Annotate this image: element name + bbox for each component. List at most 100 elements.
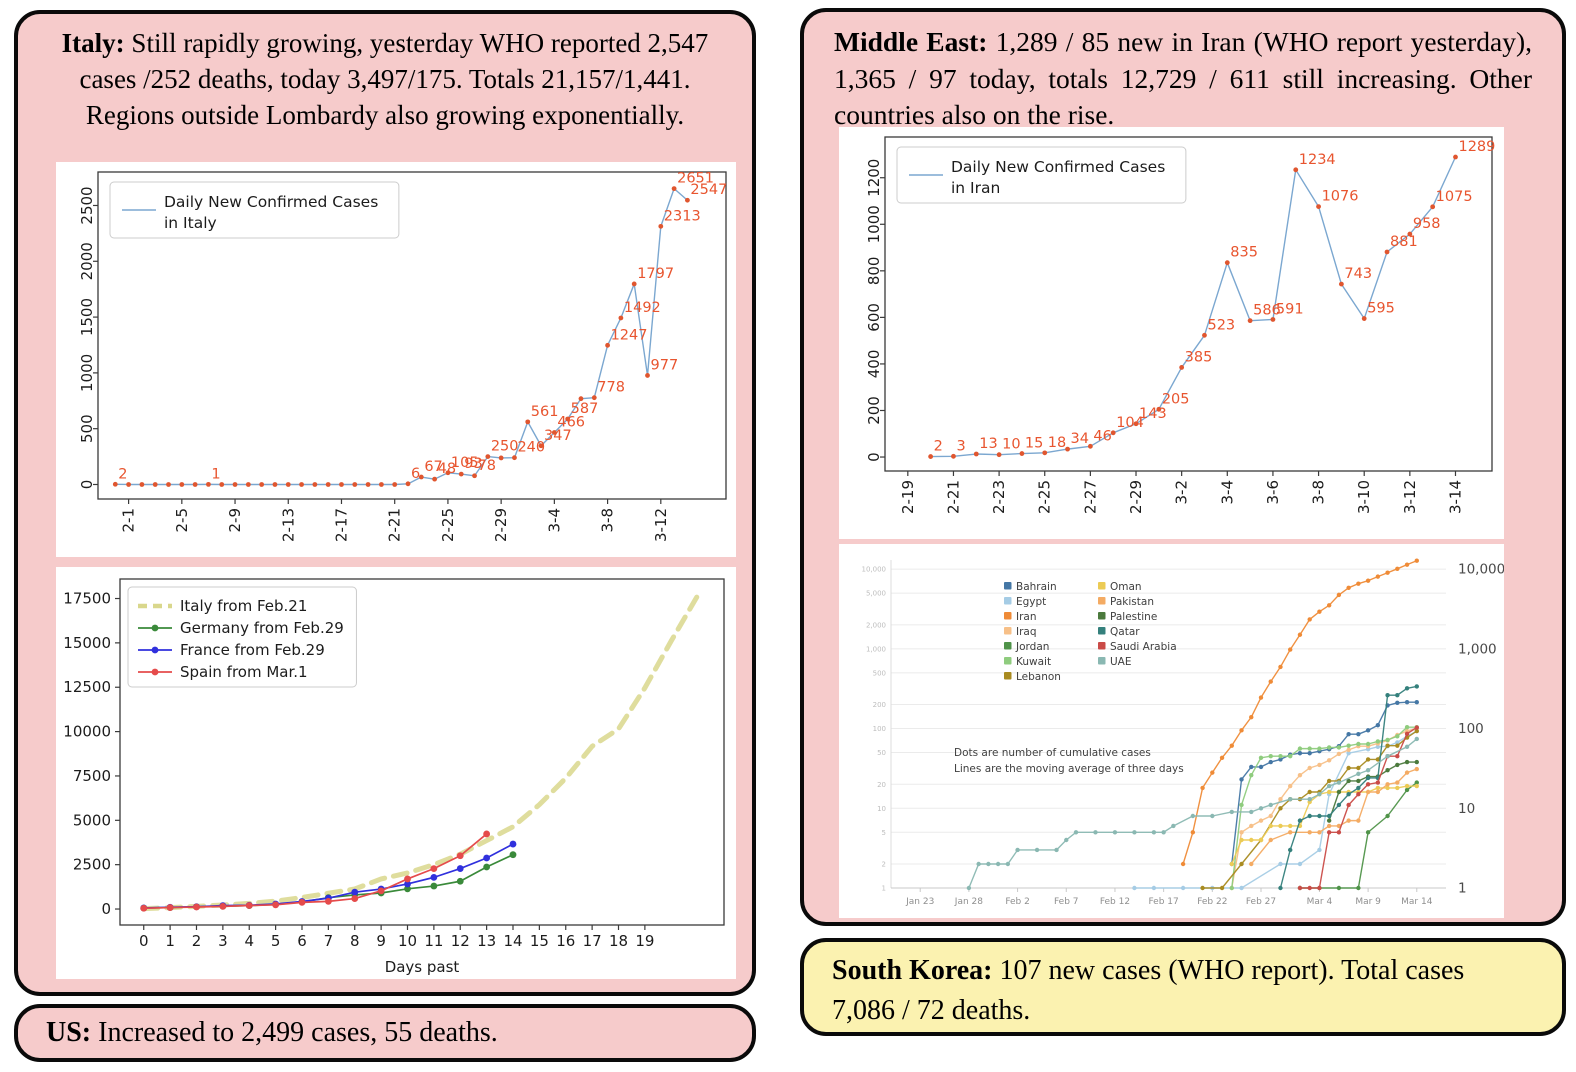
south-korea-summary-text: 107 new cases (WHO report). Total cases …	[832, 955, 1465, 1026]
svg-text:0: 0	[865, 452, 883, 462]
svg-text:10: 10	[1458, 801, 1475, 817]
svg-text:1500: 1500	[78, 298, 96, 336]
svg-text:2-29: 2-29	[492, 508, 510, 542]
svg-text:500: 500	[78, 414, 96, 443]
svg-text:5: 5	[882, 829, 886, 837]
svg-text:600: 600	[865, 303, 883, 332]
svg-text:2-21: 2-21	[386, 508, 404, 542]
svg-text:2-21: 2-21	[944, 480, 962, 514]
svg-text:6: 6	[411, 466, 420, 482]
svg-text:Germany from Feb.29: Germany from Feb.29	[180, 619, 344, 637]
svg-text:Days past: Days past	[385, 958, 460, 976]
svg-text:Lebanon: Lebanon	[1016, 671, 1061, 683]
middle-east-panel: Middle East: 1,289 / 85 new in Iran (WHO…	[800, 8, 1566, 926]
svg-text:18: 18	[609, 932, 628, 950]
svg-text:Feb 7: Feb 7	[1054, 897, 1079, 907]
svg-text:4: 4	[244, 932, 254, 950]
svg-text:958: 958	[1413, 216, 1441, 232]
us-summary-text: Increased to 2,499 cases, 55 deaths.	[98, 1017, 498, 1049]
svg-text:3-14: 3-14	[1446, 480, 1464, 514]
italy-summary-lead: Italy:	[61, 28, 125, 58]
svg-text:10,000: 10,000	[862, 566, 887, 574]
middle-east-summary: Middle East: 1,289 / 85 new in Iran (WHO…	[804, 12, 1562, 134]
svg-text:1000: 1000	[78, 354, 96, 392]
south-korea-summary: South Korea: 107 new cases (WHO report).…	[804, 942, 1562, 1040]
svg-text:48: 48	[438, 461, 456, 477]
svg-text:8: 8	[350, 932, 360, 950]
svg-text:0: 0	[101, 900, 111, 918]
italy-daily-cases-chart: 0 500 1000 1500 2000 2500 2-1 2-5 2-9 2-13 2-17 2-2…	[56, 162, 736, 557]
svg-text:10000: 10000	[63, 723, 111, 741]
svg-text:Daily New Confirmed Cases: Daily New Confirmed Cases	[951, 158, 1165, 176]
svg-text:2547: 2547	[690, 182, 727, 198]
svg-text:93: 93	[464, 456, 482, 472]
svg-text:Iran: Iran	[1016, 611, 1037, 623]
svg-text:50: 50	[877, 749, 886, 757]
svg-text:2: 2	[882, 860, 886, 868]
svg-text:78: 78	[478, 458, 496, 474]
svg-text:105: 105	[451, 455, 479, 471]
svg-text:17500: 17500	[63, 590, 111, 608]
svg-text:466: 466	[557, 414, 585, 430]
svg-text:Saudi Arabia: Saudi Arabia	[1110, 641, 1177, 653]
svg-text:3-8: 3-8	[599, 508, 617, 533]
svg-text:7: 7	[324, 932, 334, 950]
italy-panel: Italy: Still rapidly growing, yesterday …	[14, 10, 756, 996]
svg-text:Qatar: Qatar	[1110, 626, 1140, 638]
svg-text:Jan 23: Jan 23	[905, 897, 934, 907]
svg-text:10: 10	[398, 932, 417, 950]
svg-text:1797: 1797	[637, 266, 674, 282]
svg-text:800: 800	[865, 257, 883, 286]
italy-summary: Italy: Still rapidly growing, yesterday …	[18, 14, 752, 134]
south-korea-panel: South Korea: 107 new cases (WHO report).…	[800, 938, 1566, 1036]
svg-text:104: 104	[1116, 415, 1144, 431]
svg-text:Pakistan: Pakistan	[1110, 596, 1154, 608]
svg-text:3-12: 3-12	[1401, 480, 1419, 514]
svg-text:13: 13	[979, 436, 997, 452]
svg-text:Lines are the moving average o: Lines are the moving average of three da…	[954, 763, 1184, 775]
svg-text:7500: 7500	[73, 767, 111, 785]
svg-text:5000: 5000	[73, 811, 111, 829]
svg-text:Mar 9: Mar 9	[1355, 897, 1381, 907]
svg-text:in Italy: in Italy	[164, 214, 217, 232]
svg-text:3-4: 3-4	[1218, 480, 1236, 505]
svg-text:1200: 1200	[865, 159, 883, 197]
svg-text:UAE: UAE	[1110, 656, 1132, 668]
svg-text:Italy from Feb.21: Italy from Feb.21	[180, 597, 307, 615]
svg-text:3: 3	[956, 438, 965, 454]
svg-text:200: 200	[873, 701, 886, 709]
svg-text:2-1: 2-1	[120, 508, 138, 533]
svg-text:3-6: 3-6	[1264, 480, 1282, 505]
svg-text:2000: 2000	[78, 242, 96, 280]
svg-text:12500: 12500	[63, 678, 111, 696]
svg-text:1,000: 1,000	[866, 645, 886, 653]
svg-text:Jan 28: Jan 28	[954, 897, 983, 907]
svg-text:3-2: 3-2	[1173, 480, 1191, 505]
svg-text:5: 5	[271, 932, 281, 950]
svg-text:Kuwait: Kuwait	[1016, 656, 1051, 668]
svg-text:2651: 2651	[677, 171, 714, 187]
svg-text:19: 19	[635, 932, 654, 950]
svg-text:100: 100	[873, 725, 886, 733]
svg-text:14: 14	[503, 932, 522, 950]
svg-text:561: 561	[531, 404, 559, 420]
svg-text:2-23: 2-23	[990, 480, 1008, 514]
svg-text:15: 15	[530, 932, 549, 950]
svg-text:in Iran: in Iran	[951, 179, 1000, 197]
svg-text:743: 743	[1344, 266, 1372, 282]
svg-text:2500: 2500	[73, 856, 111, 874]
svg-text:5,000: 5,000	[866, 590, 886, 598]
svg-text:2-25: 2-25	[1036, 480, 1054, 514]
svg-text:Oman: Oman	[1110, 581, 1142, 593]
svg-text:9: 9	[376, 932, 386, 950]
svg-text:400: 400	[865, 350, 883, 379]
svg-text:835: 835	[1230, 245, 1258, 261]
svg-text:Mar 14: Mar 14	[1401, 897, 1433, 907]
svg-text:250: 250	[491, 439, 519, 455]
svg-text:Feb 2: Feb 2	[1005, 897, 1030, 907]
svg-text:Feb 17: Feb 17	[1149, 897, 1179, 907]
svg-text:0: 0	[78, 480, 96, 490]
svg-text:Iraq: Iraq	[1016, 626, 1037, 638]
